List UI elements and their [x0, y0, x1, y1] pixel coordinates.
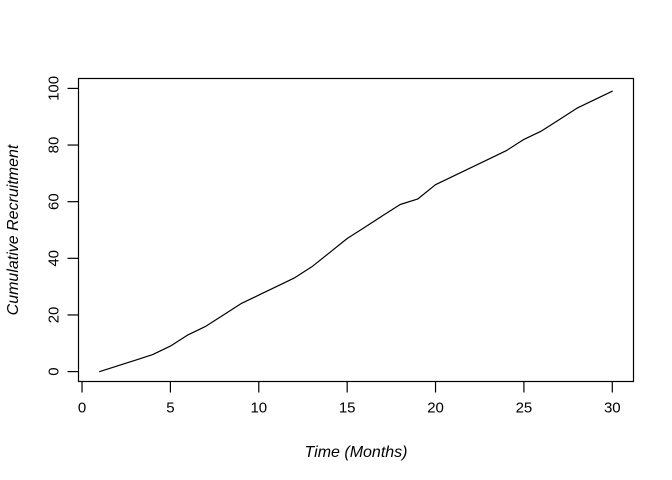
- y-axis-tick-label: 20: [46, 307, 63, 324]
- y-axis-tick-label: 100: [46, 76, 63, 101]
- x-axis-tick-label: 25: [516, 400, 533, 417]
- y-axis-tick-label: 80: [46, 137, 63, 154]
- y-axis-tick-label: 40: [46, 250, 63, 267]
- x-axis-title: Time (Months): [305, 444, 408, 461]
- x-axis-tick-label: 15: [339, 400, 356, 417]
- plot-box: [77, 77, 635, 383]
- x-axis-tick-label: 0: [78, 400, 86, 417]
- cumulative-recruitment-line: [99, 90, 613, 373]
- y-axis-tick-label: 0: [46, 367, 63, 375]
- x-axis-tick-label: 20: [427, 400, 444, 417]
- x-axis-tick-label: 30: [604, 400, 621, 417]
- y-axis-tick-label: 60: [46, 193, 63, 210]
- plot-area: 0 5 10 15 20 25 30 0 20 40 60 80 100: [46, 76, 635, 417]
- x-axis-tick-label: 10: [250, 400, 267, 417]
- y-axis-title: Cumulative Recruitment: [5, 144, 22, 315]
- x-axis-tick-label: 5: [166, 400, 174, 417]
